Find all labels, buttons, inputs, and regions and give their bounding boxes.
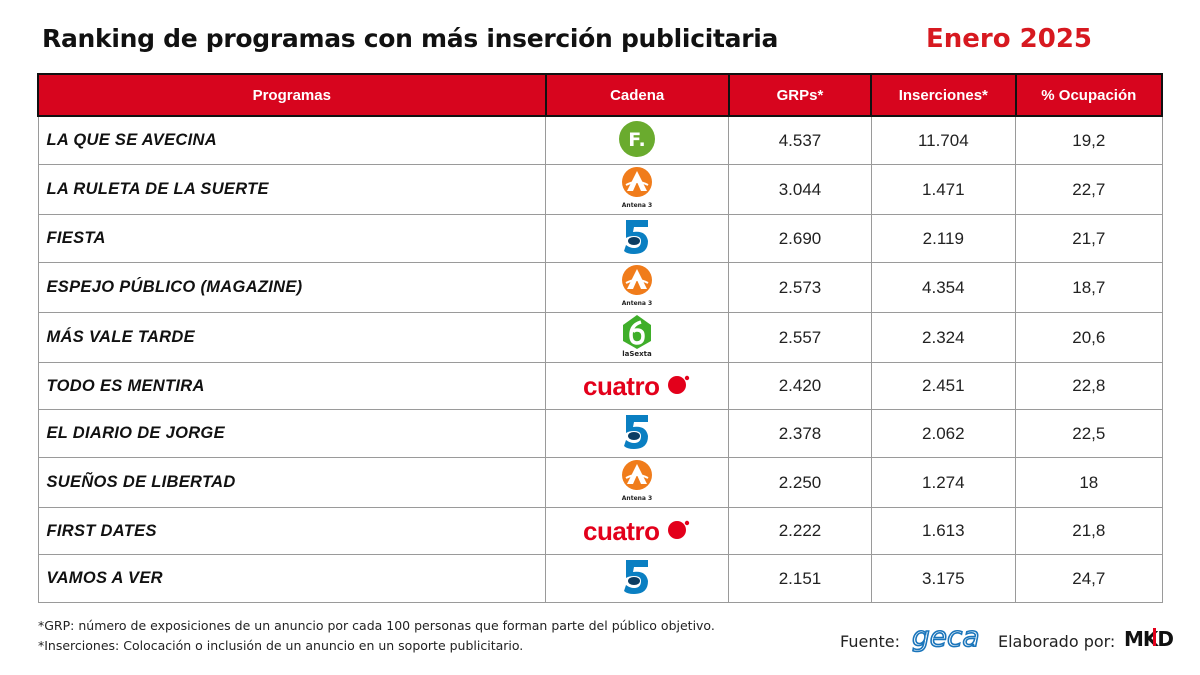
svg-text:laSexta: laSexta [622, 350, 652, 357]
svg-text:Antena 3: Antena 3 [622, 202, 652, 209]
ranking-table: Programas Cadena GRPs* Inserciones* % Oc… [37, 73, 1164, 603]
ocupacion-value: 24,7 [1015, 554, 1163, 603]
inserciones-value: 2.451 [870, 362, 1017, 410]
inserciones-value: 11.704 [870, 115, 1017, 165]
channel-cell [544, 409, 730, 458]
svg-text:Antena 3: Antena 3 [622, 300, 652, 307]
grps-value: 2.420 [728, 362, 872, 410]
table-row: FIRST DATES cuatro 2.222 1.613 21,8 [37, 507, 1163, 555]
table-row: EL DIARIO DE JORGE 2.378 2.062 22,5 [37, 409, 1163, 458]
inserciones-value: 1.274 [870, 457, 1017, 508]
svg-text:F.: F. [628, 129, 645, 151]
svg-text:geca: geca [912, 622, 980, 653]
program-name: EL DIARIO DE JORGE [37, 409, 546, 458]
column-header-programas: Programas [37, 73, 547, 117]
table-row: LA RULETA DE LA SUERTE Antena 3 3.044 1.… [37, 164, 1163, 215]
program-name: LA RULETA DE LA SUERTE [37, 164, 546, 215]
program-name: FIRST DATES [37, 507, 546, 555]
mkd-logo-icon: MKD [1123, 626, 1177, 656]
program-name: MÁS VALE TARDE [37, 312, 546, 363]
column-header-cadena: Cadena [544, 73, 730, 117]
inserciones-value: 2.119 [870, 214, 1017, 263]
table-row: SUEÑOS DE LIBERTAD Antena 3 2.250 1.274 … [37, 457, 1163, 508]
geca-logo-icon: geca [910, 619, 984, 660]
footnotes: *GRP: número de exposiciones de un anunc… [38, 616, 715, 656]
made-by-label: Elaborado por: [997, 631, 1116, 651]
column-header-grps: GRPs* [727, 73, 873, 117]
program-name: FIESTA [37, 214, 546, 263]
svg-text:MKD: MKD [1124, 627, 1173, 651]
channel-cell: laSexta [544, 312, 730, 363]
source-label: Fuente: [840, 631, 900, 651]
channel-cell: Antena 3 [544, 164, 730, 215]
program-name: LA QUE SE AVECINA [37, 115, 546, 165]
grps-value: 2.690 [728, 214, 872, 263]
channel-cell: cuatro [544, 362, 730, 410]
ocupacion-value: 19,2 [1015, 115, 1163, 165]
svg-text:cuatro: cuatro [583, 371, 659, 401]
ocupacion-value: 22,5 [1015, 409, 1163, 458]
telecinco-logo-icon [620, 555, 654, 599]
channel-cell: Antena 3 [544, 457, 730, 508]
channel-cell [544, 214, 730, 263]
antena3-logo-icon: Antena 3 [617, 165, 657, 209]
program-name: ESPEJO PÚBLICO (MAGAZINE) [37, 262, 546, 313]
grps-value: 3.044 [728, 164, 872, 215]
channel-cell [544, 554, 730, 603]
ocupacion-value: 22,8 [1015, 362, 1163, 410]
inserciones-value: 3.175 [870, 554, 1017, 603]
ocupacion-value: 21,8 [1015, 507, 1163, 555]
grps-value: 2.250 [728, 457, 872, 508]
program-name: TODO ES MENTIRA [37, 362, 546, 410]
footnote-grp: *GRP: número de exposiciones de un anunc… [38, 618, 715, 633]
channel-cell: Antena 3 [544, 262, 730, 313]
credits: Fuente: geca Elaborado por: MKD [840, 619, 1177, 660]
table-row: ESPEJO PÚBLICO (MAGAZINE) Antena 3 2.573… [37, 262, 1163, 313]
cuatro-logo-icon: cuatro [581, 509, 693, 553]
svg-text:Antena 3: Antena 3 [622, 495, 652, 502]
ocupacion-value: 18 [1015, 457, 1163, 508]
program-name: SUEÑOS DE LIBERTAD [37, 457, 546, 508]
lasexta-logo-icon: laSexta [617, 313, 657, 357]
grps-value: 2.378 [728, 409, 872, 458]
ocupacion-value: 18,7 [1015, 262, 1163, 313]
period-label: Enero 2025 [926, 24, 1093, 54]
table-row: LA QUE SE AVECINA F. 4.537 11.704 19,2 [37, 115, 1163, 165]
channel-cell: cuatro [544, 507, 730, 555]
inserciones-value: 2.324 [870, 312, 1017, 363]
inserciones-value: 2.062 [870, 409, 1017, 458]
table-row: MÁS VALE TARDE laSexta 2.557 2.324 20,6 [37, 312, 1163, 363]
table-header-row: Programas Cadena GRPs* Inserciones* % Oc… [37, 73, 1164, 117]
grps-value: 2.222 [728, 507, 872, 555]
fdf-logo-icon: F. [617, 117, 657, 161]
svg-text:cuatro: cuatro [583, 516, 659, 546]
ocupacion-value: 22,7 [1015, 164, 1163, 215]
inserciones-value: 4.354 [870, 262, 1017, 313]
grps-value: 2.557 [728, 312, 872, 363]
table-row: FIESTA 2.690 2.119 21,7 [37, 214, 1163, 263]
column-header-inserciones: Inserciones* [870, 73, 1017, 117]
grps-value: 2.573 [728, 262, 872, 313]
ocupacion-value: 20,6 [1015, 312, 1163, 363]
table-row: VAMOS A VER 2.151 3.175 24,7 [37, 554, 1163, 603]
column-header-ocupacion: % Ocupación [1014, 73, 1164, 117]
antena3-logo-icon: Antena 3 [617, 458, 657, 502]
program-name: VAMOS A VER [37, 554, 546, 603]
grps-value: 4.537 [728, 115, 872, 165]
cuatro-logo-icon: cuatro [581, 364, 693, 408]
inserciones-value: 1.613 [870, 507, 1017, 555]
telecinco-logo-icon [620, 410, 654, 454]
channel-cell: F. [544, 115, 730, 165]
page-title: Ranking de programas con más inserción p… [42, 24, 779, 53]
table-row: TODO ES MENTIRA cuatro 2.420 2.451 22,8 [37, 362, 1163, 410]
antena3-logo-icon: Antena 3 [617, 263, 657, 307]
inserciones-value: 1.471 [870, 164, 1017, 215]
telecinco-logo-icon [620, 215, 654, 259]
ocupacion-value: 21,7 [1015, 214, 1163, 263]
footnote-inserciones: *Inserciones: Colocación o inclusión de … [38, 638, 524, 653]
grps-value: 2.151 [728, 554, 872, 603]
